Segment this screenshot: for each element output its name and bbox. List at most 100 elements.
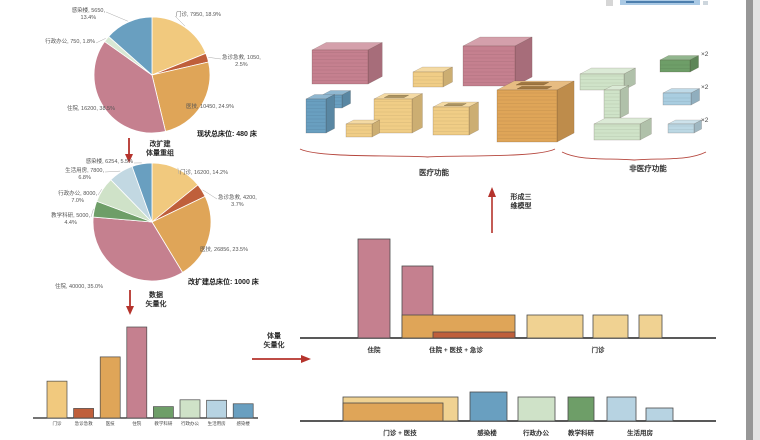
- volume-block: [567, 396, 595, 422]
- volume-label: 住院: [368, 345, 382, 354]
- group-label-non-medical: 非医疗功能: [629, 164, 667, 173]
- pie-slice-住院: [93, 41, 167, 134]
- pie-label-感染楼: 感染楼, 6254, 5.5%: [85, 159, 133, 165]
- bar-感染楼: [232, 403, 254, 419]
- bar-生活用房: [206, 399, 227, 419]
- right-arrow-icon: [252, 355, 311, 363]
- pie-label-急诊急救: 急诊急救, 1050, 2.5%: [222, 55, 261, 68]
- bar-教学科研: [153, 406, 174, 419]
- pie-label-医技: 医技, 10450, 24.9%: [186, 104, 235, 110]
- volume-block: [638, 314, 663, 339]
- leader-line: [177, 167, 180, 175]
- volume-label: 住院 + 医技 + 急诊: [429, 345, 483, 354]
- volume-label: 行政办公: [522, 428, 550, 437]
- building-front-face: [311, 49, 369, 85]
- bar-axis-label: 教学科研: [154, 420, 172, 427]
- volume-block: [342, 402, 444, 422]
- volume-label: 生活用房: [627, 428, 654, 437]
- cropped-toolbar-detail: [626, 1, 694, 3]
- leader-line: [174, 15, 186, 27]
- pie-label-门诊: 门诊, 16200, 14.2%: [180, 170, 229, 176]
- building-side-face: [619, 85, 629, 119]
- group-brace: [299, 148, 556, 158]
- pie-label-住院: 住院, 40000, 35.0%: [55, 284, 104, 290]
- cropped-ui-fragment: [606, 0, 613, 6]
- bar-行政办公: [179, 399, 201, 419]
- building-front-face: [305, 98, 327, 134]
- volume-block: [645, 407, 674, 422]
- up-arrow-icon: [488, 187, 496, 233]
- pie-slice-住院: [92, 216, 184, 282]
- building-front-face: [593, 123, 641, 141]
- pie-label-教学科研: 教学科研, 5000, 4.4%: [51, 213, 90, 226]
- flow-label-restructure: 改扩建 体量重组: [146, 141, 174, 157]
- volume-label: 门诊: [592, 345, 606, 354]
- bar-axis-label: 感染楼: [236, 420, 250, 427]
- group-brace: [561, 151, 707, 161]
- building-front-face: [373, 98, 413, 134]
- pie-label-急诊急救: 急诊急救, 4200, 3.7%: [218, 195, 257, 208]
- building-front-face: [667, 123, 695, 134]
- pie-label-住院: 住院, 16200, 38.5%: [66, 106, 115, 112]
- bar-axis-label: 生活用房: [208, 420, 226, 427]
- volume-label: 门诊 + 医技: [383, 428, 417, 437]
- building-side-face: [468, 101, 479, 136]
- scrollbar-gutter: [753, 0, 760, 440]
- pie-label-行政办公: 行政办公, 750, 1.8%: [45, 39, 95, 45]
- pie-slice-医技: [151, 195, 212, 274]
- volume-label: 感染楼: [477, 428, 497, 437]
- leader-line: [105, 11, 128, 22]
- leader-line: [208, 57, 222, 60]
- pie-label-感染楼: 感染楼, 5650, 13.4%: [71, 8, 105, 21]
- volume-block: [469, 391, 508, 422]
- pie-slice-医技: [151, 61, 211, 132]
- volume-label: 教学科研: [567, 428, 595, 437]
- building-front-face: [432, 106, 470, 136]
- multiplier-badge: ×2: [701, 84, 709, 91]
- group-label-medical: 医疗功能: [419, 168, 449, 177]
- pie-slice-门诊: [151, 162, 199, 223]
- bar-axis-label: 医技: [106, 420, 115, 427]
- down-arrow-icon: [125, 138, 133, 163]
- flow-label-form-3d-model: 形成三 维模型: [510, 194, 532, 210]
- leader-line: [202, 189, 218, 200]
- leader-line: [95, 38, 106, 44]
- bar-axis-label: 急诊急救: [75, 420, 93, 427]
- bar-axis-label: 行政办公: [181, 420, 199, 427]
- pie-label-行政办公: 行政办公, 8000, 7.0%: [58, 191, 97, 204]
- volume-block: [606, 396, 637, 422]
- courtyard-slot: [516, 86, 552, 90]
- bar-急诊急救: [73, 408, 94, 419]
- volume-block: [432, 331, 516, 339]
- pie-title-expanded: 改扩建总床位: 1000 床: [188, 279, 259, 286]
- building-front-face: [659, 59, 691, 73]
- courtyard-slot: [515, 82, 549, 86]
- courtyard-slot: [384, 94, 409, 98]
- cropped-toolbar-fragment[interactable]: [620, 0, 700, 5]
- pie-title-current: 现状总床位: 480 床: [197, 131, 257, 138]
- flow-label-vectorize-data: 数据 矢量化: [145, 292, 167, 308]
- pie-label-生活用房: 生活用房, 7800, 6.8%: [65, 168, 104, 181]
- building-front-face: [412, 71, 444, 88]
- building-front-face: [345, 123, 373, 138]
- courtyard-slot: [443, 103, 467, 106]
- bar-医技: [99, 356, 121, 419]
- multiplier-badge: ×2: [701, 51, 709, 58]
- leader-line: [90, 208, 94, 218]
- pie-slice-感染楼: [131, 162, 153, 223]
- volume-block: [526, 314, 584, 339]
- building-side-face: [556, 80, 575, 143]
- bar-axis-label: 住院: [132, 420, 141, 427]
- multiplier-badge: ×2: [701, 117, 709, 124]
- flow-label-vectorize-volume: 体量 矢量化: [263, 333, 285, 349]
- building-side-face: [411, 93, 423, 134]
- leader-line: [104, 170, 121, 173]
- scrollbar[interactable]: [746, 0, 753, 440]
- volume-block: [517, 396, 556, 422]
- pie-label-医技: 医技, 26856, 23.5%: [200, 247, 249, 253]
- volume-block: [357, 238, 391, 339]
- bar-门诊: [46, 380, 68, 419]
- building-side-face: [325, 94, 335, 134]
